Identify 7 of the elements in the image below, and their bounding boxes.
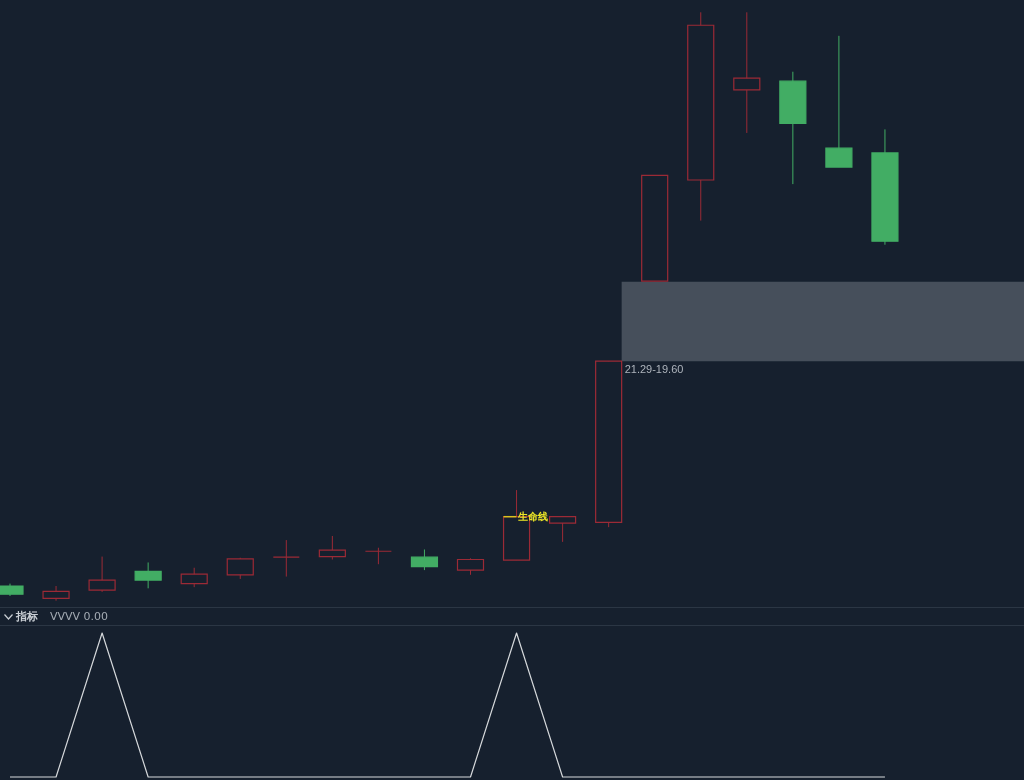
chart-title: 指标 [16, 609, 38, 624]
candlestick [733, 11, 761, 134]
band-label: 21.29-19.60 [624, 363, 684, 376]
candlestick [364, 547, 392, 565]
candlestick [42, 585, 70, 602]
text: VVVV 0.00 [50, 610, 109, 623]
candlestick [272, 539, 300, 578]
